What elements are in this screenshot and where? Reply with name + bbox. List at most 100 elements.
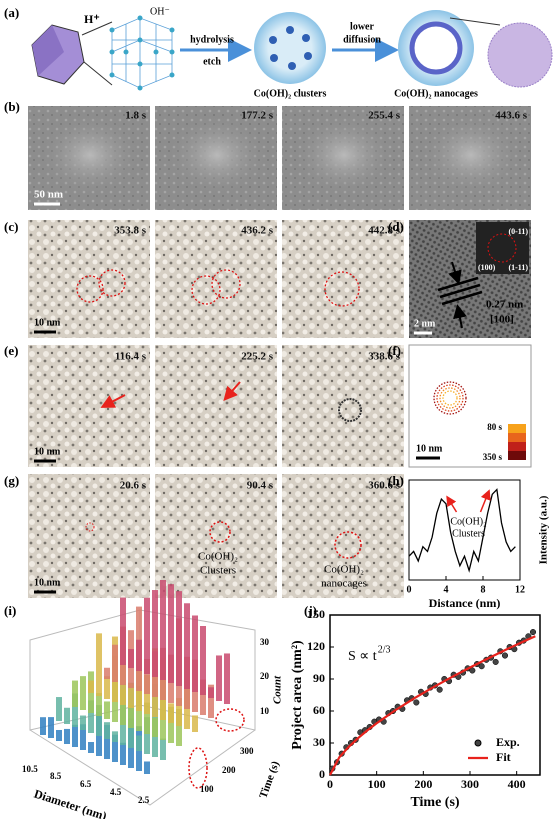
decor-bar bbox=[144, 717, 150, 754]
legend-marker bbox=[474, 739, 482, 747]
tem-image: 443.6 s bbox=[409, 106, 531, 210]
point bbox=[469, 667, 476, 674]
x-tick-label: 400 bbox=[508, 777, 526, 791]
clusters bbox=[269, 26, 312, 70]
decor-bar bbox=[80, 715, 86, 730]
panel-i: (i) 10.5 8.5 6.5 4.5 2.5 100 200 300 10 … bbox=[4, 580, 284, 819]
time-label: 20.6 s bbox=[120, 480, 147, 492]
fft-label: (0-11) bbox=[508, 227, 528, 236]
decor-bar bbox=[144, 597, 150, 674]
step-label: diffusion bbox=[343, 34, 381, 45]
arrow bbox=[453, 304, 467, 329]
y-tick-label: 100 bbox=[200, 784, 214, 794]
x-tick-label: 10.5 bbox=[22, 764, 38, 774]
y-axis-title: Intensity (a.u.) bbox=[538, 495, 550, 564]
decor-bar bbox=[200, 679, 206, 715]
lattice-atoms bbox=[109, 15, 175, 91]
x-tick-label: 12 bbox=[515, 584, 525, 595]
decor-bar bbox=[192, 715, 198, 732]
step-label: etch bbox=[203, 56, 221, 67]
plane-label: [100] bbox=[490, 314, 514, 326]
arrow bbox=[446, 495, 458, 513]
x-tick-label: 100 bbox=[368, 777, 386, 791]
decor-bar bbox=[184, 603, 190, 689]
decor-bar bbox=[56, 729, 62, 741]
decor-bar bbox=[128, 704, 134, 728]
panel-label: (h) bbox=[388, 473, 404, 488]
decor-bar bbox=[144, 659, 150, 694]
decor-bar bbox=[56, 697, 62, 721]
caption: Co(OH)₂ clusters bbox=[254, 88, 327, 99]
axes-3d bbox=[29, 609, 256, 806]
scale-label: 10 nm bbox=[34, 317, 61, 328]
x-axis-title: Distance (nm) bbox=[429, 596, 501, 610]
arrow bbox=[223, 381, 241, 402]
time-label: 436.2 s bbox=[241, 225, 274, 237]
colorbar bbox=[508, 424, 526, 460]
fft-label: (1-11) bbox=[508, 263, 528, 272]
profile-line bbox=[408, 488, 516, 573]
arrow bbox=[479, 489, 491, 513]
decor-bar bbox=[120, 742, 126, 765]
decor-bar bbox=[176, 698, 182, 726]
scale-label: 10 nm bbox=[34, 577, 61, 588]
decor-bar bbox=[224, 653, 230, 704]
x-tick-label: 8.5 bbox=[50, 771, 62, 781]
panel-g: (g) 20.6 s 90.4 s 360.6 s Co(OH)₂ Cluste… bbox=[4, 473, 404, 598]
step-label: hydrolysis bbox=[190, 34, 234, 45]
tem-image bbox=[282, 474, 404, 598]
decor-bar bbox=[136, 735, 142, 751]
decor-bar bbox=[96, 693, 102, 716]
decor-bar bbox=[168, 706, 174, 743]
panel-label: (c) bbox=[4, 219, 18, 234]
cage bbox=[338, 398, 362, 422]
y-tick-label: 120 bbox=[307, 639, 325, 653]
x-tick-label: 6.5 bbox=[80, 779, 92, 789]
decor-bar bbox=[200, 626, 206, 695]
h-plus: H⁺ bbox=[84, 12, 100, 26]
time-label: 225.2 s bbox=[241, 351, 274, 363]
highlight bbox=[188, 747, 208, 789]
y-tick-label: 90 bbox=[313, 671, 325, 685]
z-axis-title: Count bbox=[272, 675, 284, 704]
decor-bar bbox=[208, 684, 214, 718]
outline bbox=[76, 269, 360, 307]
point bbox=[492, 658, 499, 665]
tem-image bbox=[28, 345, 150, 467]
decor-bar bbox=[64, 707, 70, 724]
zoom-line bbox=[449, 17, 501, 26]
scale-label: 50 nm bbox=[34, 189, 63, 201]
colorbar-label: 80 s bbox=[487, 422, 502, 432]
scale-label: 2 nm bbox=[414, 318, 436, 329]
panel-label: (f) bbox=[388, 343, 401, 358]
decor-bar bbox=[104, 667, 110, 679]
decor-bar bbox=[176, 591, 182, 686]
x-tick-label: 200 bbox=[414, 777, 432, 791]
annotation: Co(OH)₂ bbox=[198, 551, 238, 563]
decor-bar bbox=[168, 703, 174, 723]
panel-e: (e) 116.4 s 225.2 s 338.6 s 10 nm bbox=[4, 343, 404, 467]
y-tick-label: 300 bbox=[240, 746, 254, 756]
time-label: 442.8 s bbox=[368, 225, 401, 237]
time-label: 353.8 s bbox=[114, 225, 147, 237]
decor-bar bbox=[96, 705, 102, 736]
panel-label: (j) bbox=[304, 603, 317, 618]
point bbox=[478, 663, 485, 670]
panel-label: (i) bbox=[4, 603, 16, 618]
legend-label: Fit bbox=[496, 750, 511, 764]
tem-image bbox=[28, 474, 150, 598]
step-label: lower bbox=[350, 21, 374, 32]
decor-bar bbox=[104, 701, 110, 719]
time-label: 116.4 s bbox=[115, 351, 147, 363]
decor-bar bbox=[72, 724, 78, 747]
fft-inset bbox=[476, 222, 529, 274]
decor-bar bbox=[176, 708, 182, 746]
decor-bar bbox=[40, 717, 46, 735]
panel-label: (g) bbox=[4, 473, 19, 488]
x-tick-label: 0 bbox=[407, 584, 412, 595]
decor-bar bbox=[216, 655, 222, 701]
mesh-cage bbox=[487, 22, 553, 88]
time-label: 255.4 s bbox=[368, 110, 401, 122]
x-tick-label: 300 bbox=[461, 777, 479, 791]
